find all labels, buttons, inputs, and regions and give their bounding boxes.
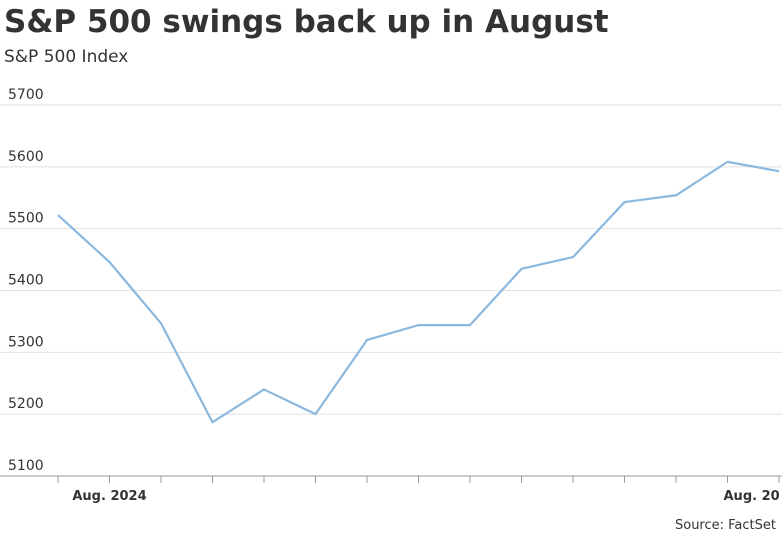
chart-subtitle: S&P 500 Index xyxy=(4,47,128,67)
source-note: Source: FactSet xyxy=(675,518,776,533)
x-tick-label: Aug. 20 xyxy=(724,489,780,504)
chart-title: S&P 500 swings back up in August xyxy=(4,4,609,40)
y-tick-label: 5500 xyxy=(8,211,44,227)
y-tick-label: 5400 xyxy=(8,273,44,289)
x-tick-label: Aug. 2024 xyxy=(72,489,146,504)
series-line xyxy=(57,160,780,424)
y-tick-label: 5700 xyxy=(8,87,44,103)
y-tick-label: 5600 xyxy=(8,149,44,165)
y-tick-label: 5200 xyxy=(8,396,44,412)
y-tick-label: 5300 xyxy=(8,334,44,350)
y-tick-label: 5100 xyxy=(8,458,44,474)
